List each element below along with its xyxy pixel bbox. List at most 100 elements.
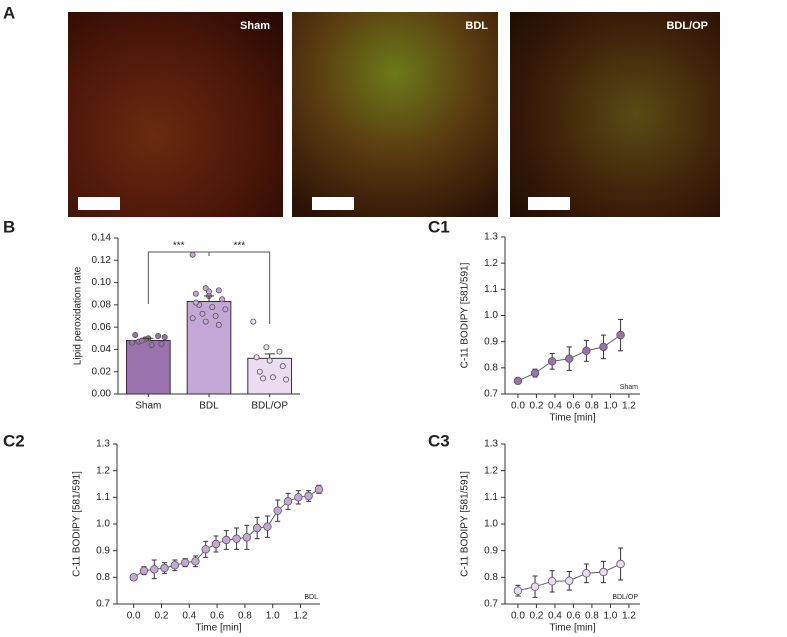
data-point xyxy=(283,497,293,506)
series-label: Sham xyxy=(620,384,638,391)
data-point xyxy=(582,569,591,578)
y-axis-label: C-11 BODIPY [581/591] xyxy=(460,471,471,577)
data-point xyxy=(263,344,270,351)
data-point xyxy=(256,368,263,375)
data-point xyxy=(209,304,216,311)
data-point xyxy=(192,290,199,297)
data-point xyxy=(304,491,313,501)
x-tick-label: 0.6 xyxy=(566,611,580,622)
panel-label: B xyxy=(3,217,15,236)
data-point xyxy=(158,340,165,347)
y-tick-label: 1.3 xyxy=(484,439,498,450)
data-point xyxy=(211,539,221,549)
panel-label: A xyxy=(3,3,15,22)
x-tick-label: 0.2 xyxy=(155,611,169,622)
y-tick-label: 0.7 xyxy=(484,389,498,400)
significance-bracket xyxy=(208,251,271,324)
data-point xyxy=(155,333,162,340)
data-point xyxy=(215,287,222,294)
y-tick-label: 0.12 xyxy=(92,255,112,266)
panel-label: C1 xyxy=(428,217,450,236)
data-point xyxy=(138,337,145,344)
data-point xyxy=(222,535,231,545)
x-axis-label: Time [min] xyxy=(549,413,596,424)
y-tick-label: 1.0 xyxy=(484,519,498,530)
x-tick-label: 0.4 xyxy=(182,611,196,622)
x-tick-label: 0.8 xyxy=(238,611,252,622)
x-tick-label: 0.2 xyxy=(529,401,543,412)
x-tick-label: 0.6 xyxy=(566,401,580,412)
x-tick-label: 0.6 xyxy=(210,611,224,622)
x-tick-label: 1.0 xyxy=(266,611,280,622)
data-point xyxy=(263,522,272,531)
x-tick-label: 0.4 xyxy=(548,401,562,412)
x-tick-label: 1.0 xyxy=(603,401,617,412)
data-point xyxy=(128,339,135,346)
data-point xyxy=(242,533,252,542)
data-point xyxy=(599,567,608,577)
bar xyxy=(125,340,171,395)
data-point xyxy=(260,375,267,382)
y-tick-label: 1.0 xyxy=(96,519,110,530)
scale-bar xyxy=(528,197,570,210)
x-tick-label: 0.0 xyxy=(511,611,525,622)
x-tick-label: BDL/OP xyxy=(251,401,288,412)
data-point xyxy=(150,565,159,574)
data-point xyxy=(294,493,303,502)
y-tick-label: 1.2 xyxy=(484,258,498,269)
data-point xyxy=(170,561,180,570)
data-point xyxy=(283,376,290,383)
data-point xyxy=(139,566,149,575)
data-point xyxy=(161,334,168,341)
data-point xyxy=(232,534,241,543)
y-tick-label: 0.9 xyxy=(484,545,498,556)
x-tick-label: 0.0 xyxy=(127,611,141,622)
y-axis-label: Lipid peroxidation rate xyxy=(73,266,84,365)
y-tick-label: 0.7 xyxy=(96,599,110,610)
data-point xyxy=(253,354,260,361)
image-label: BDL xyxy=(465,20,488,32)
data-point xyxy=(565,354,574,363)
image-label: BDL/OP xyxy=(666,20,708,32)
significance-label: *** xyxy=(173,241,185,252)
data-point xyxy=(192,299,199,306)
y-tick-label: 1.2 xyxy=(484,465,498,476)
y-axis-label: C-11 BODIPY [581/591] xyxy=(460,262,471,368)
data-point xyxy=(276,348,283,355)
y-tick-label: 1.1 xyxy=(484,284,498,295)
micrograph xyxy=(68,12,283,217)
x-tick-label: 1.2 xyxy=(622,401,636,412)
data-point xyxy=(616,330,625,340)
data-point xyxy=(199,310,206,317)
panel-label: C2 xyxy=(3,431,25,450)
data-point xyxy=(250,318,257,325)
x-tick-label: 0.8 xyxy=(585,611,599,622)
data-point xyxy=(201,545,210,554)
y-tick-label: 0.10 xyxy=(92,277,112,288)
data-point xyxy=(189,251,196,258)
x-tick-label: Sham xyxy=(135,401,161,412)
data-point xyxy=(547,357,557,366)
x-tick-label: 1.0 xyxy=(603,611,617,622)
series-label: BDL xyxy=(304,594,318,601)
y-tick-label: 0.8 xyxy=(484,572,498,583)
data-point xyxy=(215,321,222,328)
data-point xyxy=(616,559,625,569)
data-point xyxy=(160,563,169,573)
y-tick-label: 1.0 xyxy=(484,310,498,321)
scale-bar xyxy=(312,197,354,210)
data-point xyxy=(129,573,138,582)
data-point xyxy=(148,341,155,348)
data-point xyxy=(273,506,282,515)
data-point xyxy=(599,342,608,352)
y-tick-label: 0.8 xyxy=(484,362,498,373)
y-tick-label: 1.3 xyxy=(96,439,110,450)
data-point xyxy=(205,288,212,295)
y-tick-label: 0.9 xyxy=(96,545,110,556)
bar xyxy=(186,301,232,395)
y-tick-label: 0.08 xyxy=(92,299,112,310)
significance-label: *** xyxy=(233,241,245,252)
data-point xyxy=(530,582,540,591)
bar xyxy=(247,357,293,395)
x-tick-label: 0.0 xyxy=(511,401,525,412)
